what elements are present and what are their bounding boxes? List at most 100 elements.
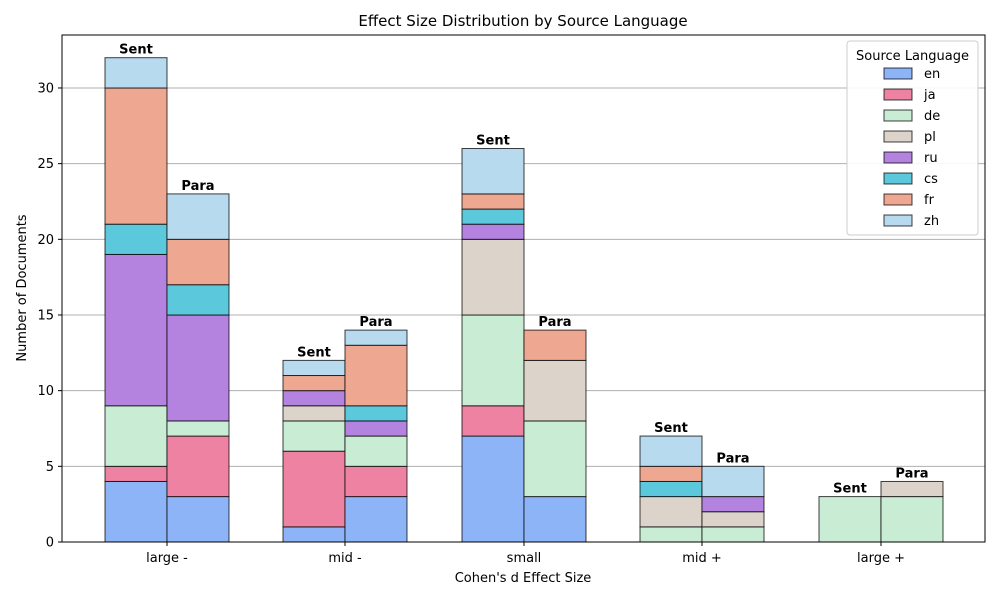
group-label-para: Para [181, 179, 214, 194]
legend-swatch-zh [883, 214, 913, 227]
legend: Source Language en ja de pl ru cs fr zh [846, 40, 979, 236]
bar-segment-zh-sent [461, 148, 525, 195]
legend-swatch-ja [883, 88, 913, 101]
y-tick-label: 5 [46, 460, 54, 475]
legend-swatch-ru [883, 151, 913, 164]
bar-segment-de-para [701, 526, 765, 543]
bar-segment-de-sent [282, 420, 346, 452]
bar-segment-ja-sent [461, 405, 525, 437]
bar-segment-pl-para [523, 359, 587, 422]
bar-segment-fr-sent [461, 193, 525, 210]
y-tick-label: 0 [46, 536, 54, 551]
bar-segment-zh-para [344, 329, 408, 346]
group-label-sent: Sent [297, 345, 331, 360]
bar-segment-en-para [344, 496, 408, 543]
x-tick-label: small [507, 551, 542, 566]
x-tick-label: large - [146, 551, 188, 566]
legend-swatch-de [883, 109, 913, 122]
bar-segment-de-para [523, 420, 587, 498]
bar-segment-ja-sent [282, 450, 346, 528]
legend-swatch-en [883, 67, 913, 80]
bar-segment-en-sent [282, 526, 346, 543]
legend-label-en: en [924, 67, 940, 82]
bar-segment-ru-para [701, 496, 765, 513]
group-label-sent: Sent [476, 134, 510, 149]
bar-segment-fr-sent [639, 465, 703, 482]
bar-segment-ru-sent [104, 253, 168, 407]
bar-segment-zh-para [701, 465, 765, 498]
legend-label-pl: pl [924, 130, 936, 145]
y-tick-label: 15 [37, 308, 54, 323]
group-label-sent: Sent [833, 482, 867, 497]
bar-segment-de-sent [461, 314, 525, 407]
legend-label-zh: zh [924, 214, 939, 229]
bar-segment-cs-sent [104, 223, 168, 255]
bar-segment-de-para [166, 420, 230, 437]
y-axis: 0 5 10 15 20 25 30 [37, 81, 62, 551]
y-tick-label: 30 [37, 81, 54, 96]
group-label-para: Para [538, 315, 571, 330]
bar-segment-en-para [523, 496, 587, 543]
bar-segment-ru-sent [282, 390, 346, 407]
group-label-para: Para [359, 315, 392, 330]
legend-swatch-pl [883, 130, 913, 143]
bar-segment-ja-para [344, 465, 408, 498]
y-axis-label: Number of Documents [15, 214, 30, 361]
y-tick-label: 20 [37, 233, 54, 248]
bar-segment-en-sent [461, 435, 525, 543]
bar-segment-ja-para [166, 435, 230, 498]
x-axis: large - mid - small mid + large + [146, 542, 905, 566]
bar-segment-fr-para [344, 344, 408, 407]
x-tick-label: large + [857, 551, 905, 566]
bar-segment-ru-sent [461, 223, 525, 240]
bar-segment-en-sent [104, 480, 168, 543]
x-tick-label: mid - [328, 551, 362, 566]
bar-segment-ru-para [344, 420, 408, 437]
bar-segment-pl-sent [282, 405, 346, 422]
bar-segment-ja-sent [104, 465, 168, 482]
legend-label-fr: fr [924, 193, 935, 208]
legend-swatch-cs [883, 172, 913, 185]
group-labels: Sent Para Sent Para Sent Para Sent Para Sent Para [119, 43, 928, 497]
bar-segment-de-para [880, 496, 944, 543]
chart-title: Effect Size Distribution by Source Langu… [358, 12, 687, 30]
bar-segment-pl-sent [461, 238, 525, 316]
legend-label-cs: cs [924, 172, 938, 187]
bar-segment-de-sent [104, 405, 168, 467]
legend-label-de: de [924, 109, 940, 124]
bar-segment-zh-sent [282, 359, 346, 377]
legend-label-ru: ru [924, 151, 938, 166]
bar-segment-fr-para [166, 238, 230, 286]
bar-segment-de-para [344, 435, 408, 467]
bar-segment-fr-sent [104, 87, 168, 225]
bars [104, 57, 944, 543]
bar-segment-en-para [166, 496, 230, 543]
legend-label-ja: ja [923, 88, 936, 103]
bar-segment-fr-sent [282, 375, 346, 392]
bar-segment-cs-para [166, 284, 230, 316]
bar-segment-ru-para [166, 314, 230, 422]
bar-segment-cs-sent [461, 208, 525, 225]
group-label-para: Para [895, 466, 928, 481]
group-label-sent: Sent [119, 43, 153, 58]
legend-title: Source Language [856, 49, 969, 64]
bar-segment-de-sent [818, 496, 882, 543]
bar-segment-de-sent [639, 526, 703, 543]
y-tick-label: 10 [37, 384, 54, 399]
x-axis-label: Cohen's d Effect Size [455, 571, 592, 586]
y-tick-label: 25 [37, 157, 54, 172]
bar-segment-zh-para [166, 193, 230, 240]
bar-segment-cs-sent [639, 480, 703, 498]
bar-segment-cs-para [344, 405, 408, 422]
x-tick-label: mid + [682, 551, 722, 566]
group-label-para: Para [716, 451, 749, 466]
bar-segment-pl-sent [639, 496, 703, 528]
bar-segment-fr-para [523, 329, 587, 361]
bar-segment-zh-sent [104, 57, 168, 89]
group-label-sent: Sent [654, 421, 688, 436]
legend-swatch-fr [883, 193, 913, 206]
bar-segment-zh-sent [639, 435, 703, 467]
bar-segment-pl-para [701, 511, 765, 528]
